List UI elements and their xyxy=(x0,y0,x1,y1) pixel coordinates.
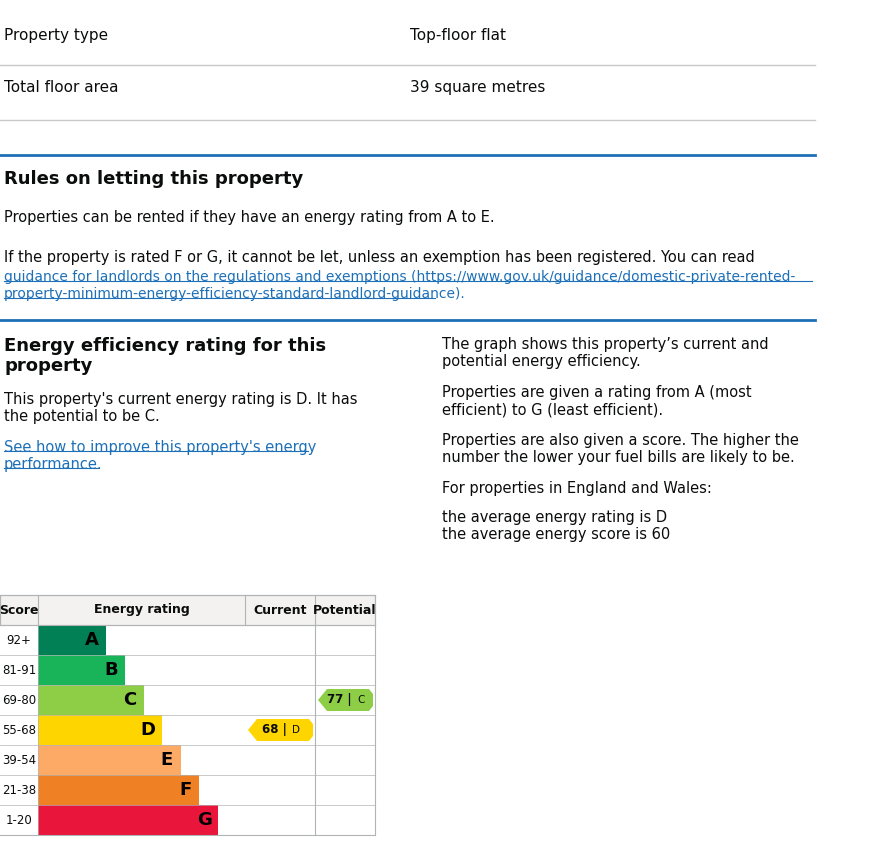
Text: 39-54: 39-54 xyxy=(2,753,36,767)
Text: For properties in England and Wales:: For properties in England and Wales: xyxy=(442,481,712,496)
Bar xyxy=(38,715,163,745)
Text: 81-91: 81-91 xyxy=(2,664,36,677)
Text: performance.: performance. xyxy=(4,457,103,472)
Text: B: B xyxy=(104,661,118,679)
Text: 77 |: 77 | xyxy=(327,694,352,706)
Text: efficient) to G (least efficient).: efficient) to G (least efficient). xyxy=(442,402,663,417)
Bar xyxy=(38,805,218,835)
Bar xyxy=(0,595,375,625)
Text: The graph shows this property’s current and: The graph shows this property’s current … xyxy=(442,337,769,352)
Text: 55-68: 55-68 xyxy=(2,723,36,736)
Bar xyxy=(38,655,125,685)
Text: potential energy efficiency.: potential energy efficiency. xyxy=(442,354,641,369)
Text: Properties are also given a score. The higher the: Properties are also given a score. The h… xyxy=(442,433,799,448)
Bar xyxy=(38,685,144,715)
Polygon shape xyxy=(318,689,373,711)
Text: the potential to be C.: the potential to be C. xyxy=(4,409,160,424)
Text: C: C xyxy=(357,695,364,705)
Text: number the lower your fuel bills are likely to be.: number the lower your fuel bills are lik… xyxy=(442,450,795,465)
Text: Energy efficiency rating for this: Energy efficiency rating for this xyxy=(4,337,326,355)
Polygon shape xyxy=(248,719,313,741)
Text: property: property xyxy=(4,357,92,375)
Bar xyxy=(38,775,200,805)
Text: Properties can be rented if they have an energy rating from A to E.: Properties can be rented if they have an… xyxy=(4,210,495,225)
Text: Total floor area: Total floor area xyxy=(4,80,118,95)
Text: guidance for landlords on the regulations and exemptions (https://www.gov.uk/gui: guidance for landlords on the regulation… xyxy=(4,270,796,284)
Text: Property type: Property type xyxy=(4,28,108,43)
Text: 1-20: 1-20 xyxy=(5,813,32,826)
Text: If the property is rated F or G, it cannot be let, unless an exemption has been : If the property is rated F or G, it cann… xyxy=(4,250,755,265)
Text: Top-floor flat: Top-floor flat xyxy=(410,28,506,43)
Text: 68 |: 68 | xyxy=(262,723,287,736)
Bar xyxy=(38,625,107,655)
Text: the average energy score is 60: the average energy score is 60 xyxy=(442,527,670,542)
Text: 21-38: 21-38 xyxy=(2,784,36,796)
Text: D: D xyxy=(140,721,155,739)
Text: Rules on letting this property: Rules on letting this property xyxy=(4,170,303,188)
Text: 39 square metres: 39 square metres xyxy=(410,80,545,95)
Text: This property's current energy rating is D. It has: This property's current energy rating is… xyxy=(4,392,358,407)
Bar xyxy=(38,745,181,775)
Text: Energy rating: Energy rating xyxy=(93,604,189,616)
Text: 92+: 92+ xyxy=(6,633,31,647)
Text: Potential: Potential xyxy=(313,604,377,616)
Text: A: A xyxy=(85,631,99,649)
Text: See how to improve this property's energy: See how to improve this property's energ… xyxy=(4,440,316,455)
Text: Score: Score xyxy=(0,604,39,616)
Text: D: D xyxy=(292,725,300,735)
Text: property-minimum-energy-efficiency-standard-landlord-guidance).: property-minimum-energy-efficiency-stand… xyxy=(4,287,465,301)
Text: C: C xyxy=(123,691,136,709)
Text: E: E xyxy=(161,751,173,769)
Text: Current: Current xyxy=(253,604,306,616)
Text: F: F xyxy=(179,781,192,799)
Text: the average energy rating is D: the average energy rating is D xyxy=(442,510,667,525)
Text: 69-80: 69-80 xyxy=(2,694,36,706)
Text: Properties are given a rating from A (most: Properties are given a rating from A (mo… xyxy=(442,385,751,400)
Text: G: G xyxy=(196,811,211,829)
